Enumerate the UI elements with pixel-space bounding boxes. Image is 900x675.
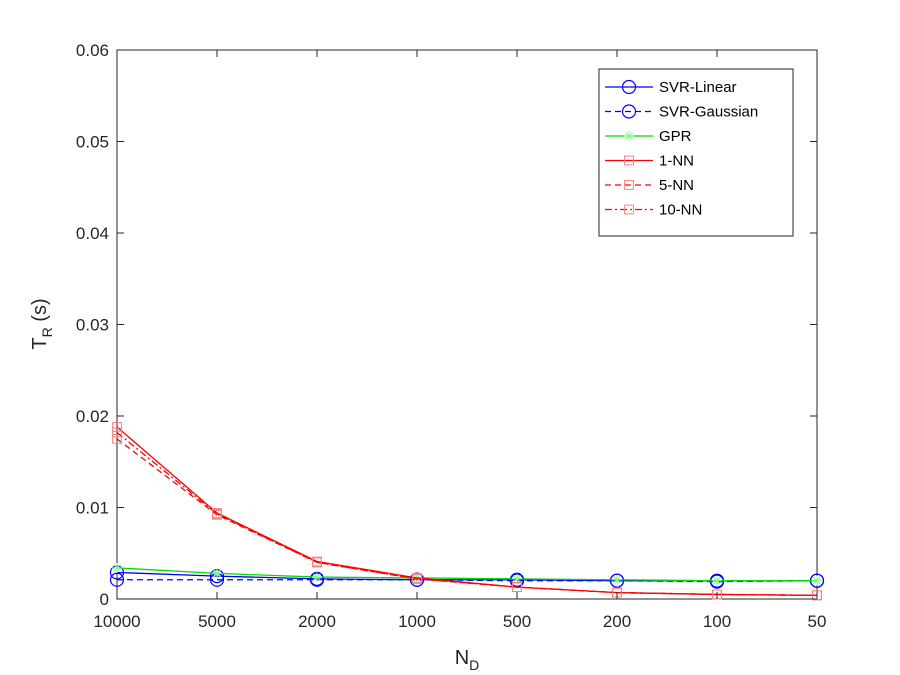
data-point [512, 582, 522, 593]
y-tick-label: 0.03 [76, 316, 109, 335]
x-tick-label: 100 [703, 612, 731, 631]
data-point [112, 427, 122, 438]
data-point [709, 574, 725, 589]
series-line [116, 567, 817, 582]
series-gpr [112, 562, 822, 586]
legend-entry: GPR [605, 128, 692, 145]
legend-entry: SVR-Gaussian [605, 104, 758, 121]
y-axis-label-sub: R [39, 327, 55, 337]
y-axis-label-unit: (s) [29, 298, 51, 327]
data-point [712, 575, 722, 586]
data-point [812, 590, 822, 601]
legend-marker [621, 104, 637, 119]
legend-label: SVR-Gaussian [659, 104, 758, 121]
legend: SVR-Linear SVR-Gaussian GPR 1-NN 5-NN 10-NN [598, 68, 794, 237]
legend-marker [624, 180, 634, 190]
data-point [312, 572, 322, 582]
data-point [812, 575, 822, 586]
y-tick-label: 0.06 [76, 41, 109, 60]
legend-entry: 10-NN [605, 202, 702, 219]
series-layer [109, 422, 825, 601]
legend-label: SVR-Linear [659, 79, 737, 96]
x-axis-label-sub: D [469, 657, 479, 673]
legend-entry: 1-NN [605, 153, 694, 170]
legend-label: 1-NN [659, 153, 694, 170]
legend-label: GPR [659, 128, 692, 145]
legend-label: 10-NN [659, 202, 702, 219]
y-tick-label: 0.04 [76, 224, 109, 243]
tick-layer: 0 0.01 0.02 0.03 0.04 0.05 0.06 10000 5000 2000 10… [76, 41, 827, 631]
legend-label: 5-NN [659, 177, 694, 194]
data-point [412, 573, 422, 584]
data-point [109, 572, 125, 587]
data-point [609, 573, 625, 588]
x-tick-label: 200 [603, 612, 631, 631]
legend-box [598, 68, 794, 237]
legend-marker [624, 155, 634, 166]
legend-entry: 5-NN [605, 177, 694, 194]
data-point [212, 509, 222, 519]
data-point [512, 573, 522, 584]
data-point [612, 574, 622, 585]
data-point [212, 568, 222, 579]
legend-marker [624, 131, 634, 141]
legend-entry: SVR-Linear [605, 79, 737, 96]
data-point [112, 422, 122, 432]
x-tick-label: 5000 [198, 612, 236, 631]
series-line [117, 579, 818, 583]
y-tick-label: 0.02 [76, 407, 109, 426]
y-axis-label: TR (s) [29, 298, 55, 349]
x-tick-label: 50 [808, 612, 827, 631]
data-point [112, 433, 122, 444]
legend-marker [624, 204, 634, 215]
y-axis-label-main: T [29, 337, 51, 349]
x-axis-label: ND [455, 647, 480, 673]
y-tick-label: 0 [100, 590, 109, 609]
y-tick-label: 0.01 [76, 499, 109, 518]
data-point [312, 557, 322, 568]
legend-marker [621, 79, 637, 95]
x-tick-label: 10000 [93, 612, 140, 631]
x-tick-label: 2000 [298, 612, 336, 631]
series-line [116, 431, 818, 596]
x-axis-label-main: N [455, 647, 469, 669]
data-point [112, 562, 122, 573]
x-tick-label: 500 [503, 612, 531, 631]
y-tick-label: 0.05 [76, 133, 109, 152]
x-tick-label: 1000 [398, 612, 436, 631]
